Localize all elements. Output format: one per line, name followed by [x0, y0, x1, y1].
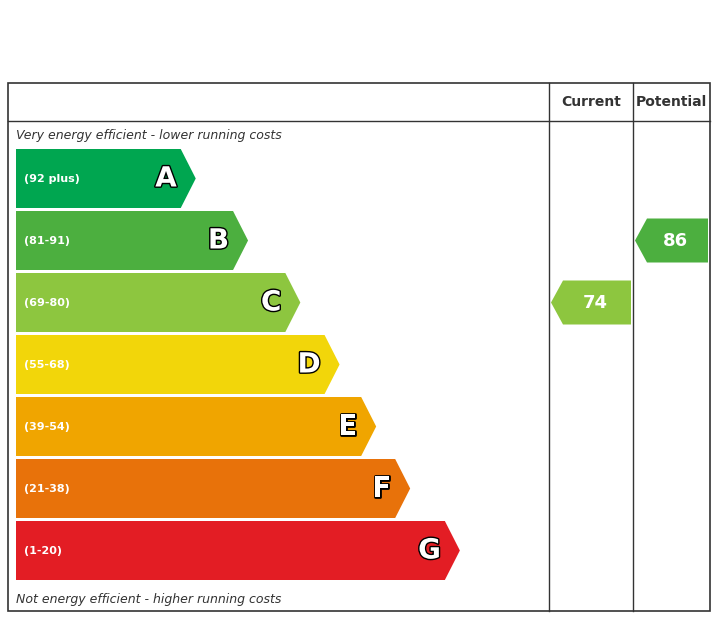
- Text: (69-80): (69-80): [24, 298, 70, 308]
- Text: B: B: [208, 227, 229, 254]
- Text: (39-54): (39-54): [24, 422, 70, 431]
- Polygon shape: [16, 149, 196, 208]
- Polygon shape: [16, 397, 376, 456]
- Text: E: E: [338, 412, 357, 441]
- Polygon shape: [16, 273, 300, 332]
- Text: 74: 74: [582, 293, 607, 311]
- Polygon shape: [551, 280, 631, 324]
- Polygon shape: [16, 459, 410, 518]
- Polygon shape: [635, 219, 708, 262]
- Text: F: F: [373, 475, 391, 503]
- Text: 86: 86: [663, 232, 688, 249]
- Polygon shape: [16, 335, 340, 394]
- Text: Potential: Potential: [636, 95, 707, 109]
- Text: Energy Efficiency Rating: Energy Efficiency Rating: [14, 21, 475, 54]
- Text: (55-68): (55-68): [24, 360, 70, 370]
- Text: G: G: [418, 537, 441, 565]
- Text: (92 plus): (92 plus): [24, 173, 80, 183]
- Text: A: A: [155, 165, 177, 193]
- Text: (21-38): (21-38): [24, 483, 70, 493]
- Text: (1-20): (1-20): [24, 545, 62, 555]
- Text: Not energy efficient - higher running costs: Not energy efficient - higher running co…: [16, 592, 281, 605]
- Text: (81-91): (81-91): [24, 235, 70, 246]
- Polygon shape: [16, 211, 248, 270]
- Text: Current: Current: [561, 95, 621, 109]
- Text: Very energy efficient - lower running costs: Very energy efficient - lower running co…: [16, 129, 281, 142]
- Polygon shape: [16, 521, 460, 580]
- Text: D: D: [297, 350, 320, 378]
- Text: C: C: [261, 288, 281, 316]
